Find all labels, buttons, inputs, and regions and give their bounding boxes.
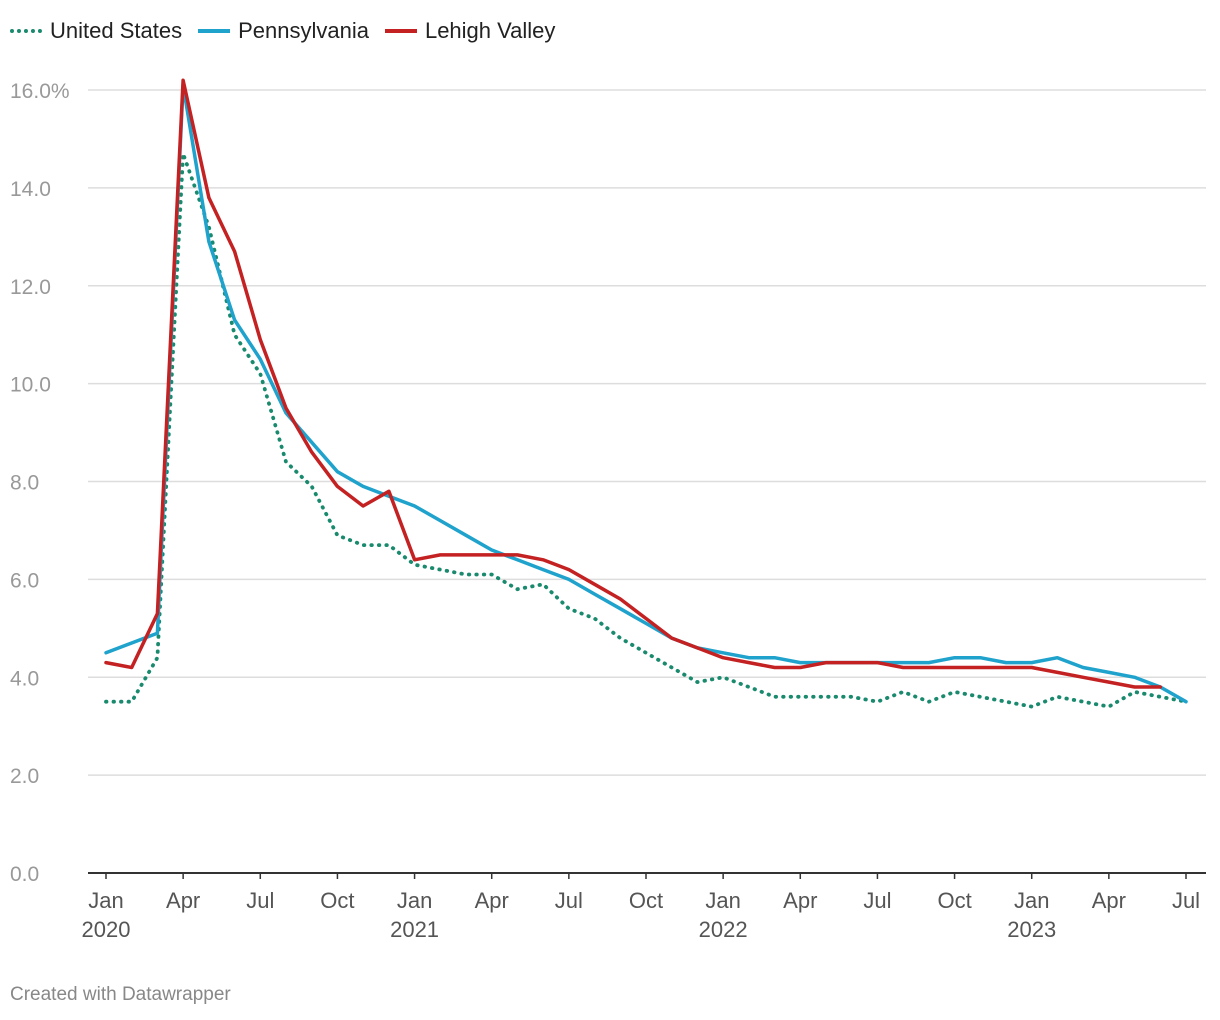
x-tick-year-label: 2022: [699, 917, 748, 942]
legend-item-united-states: United States: [10, 18, 182, 44]
x-tick-label: Apr: [166, 888, 200, 913]
legend-label-us: United States: [50, 18, 183, 43]
x-tick-label: Jul: [863, 888, 891, 913]
legend-label-lv: Lehigh Valley: [424, 18, 556, 43]
y-tick-label: 4.0: [10, 667, 39, 690]
y-tick-label: 10.0: [10, 374, 51, 397]
x-tick-label: Apr: [783, 888, 817, 913]
y-tick-label: 6.0: [10, 569, 39, 592]
legend-swatch-pa: [198, 29, 231, 33]
x-tick-label: Oct: [320, 888, 354, 913]
series-line-pa: [104, 83, 1188, 704]
x-tick-label: Jan: [397, 888, 432, 913]
footer-credit: Created with Datawrapper: [10, 984, 231, 1005]
x-tick-year-label: 2021: [390, 917, 439, 942]
y-tick-label: 16.0%: [10, 80, 70, 103]
x-tick-year-label: 2020: [82, 917, 131, 942]
x-tick-label: Jul: [246, 888, 274, 913]
x-tick-label: Oct: [629, 888, 663, 913]
series-line-us: [104, 151, 1188, 709]
legend-item-lehigh-valley: Lehigh Valley: [384, 18, 556, 44]
x-tick-label: Jan: [88, 888, 123, 913]
y-tick-label: 12.0: [10, 276, 51, 299]
x-tick-label: Jul: [555, 888, 583, 913]
y-tick-label: 2.0: [10, 765, 39, 788]
x-tick-label: Jan: [705, 888, 740, 913]
line-chart: 0.0 2.0 4.0 6.0 8.0 10.0 12.0 14.0 16.0% Jan 2020 A…: [10, 78, 1206, 942]
x-tick-label: Apr: [475, 888, 509, 913]
legend-swatch-us: [10, 29, 42, 33]
x-tick-label: Jul: [1172, 888, 1200, 913]
x-tick-label: Jan: [1014, 888, 1049, 913]
y-tick-label: 0.0: [10, 863, 39, 886]
y-tick-label: 14.0: [10, 178, 51, 201]
legend-item-pennsylvania: Pennsylvania: [198, 18, 369, 44]
x-tick-label: Apr: [1092, 888, 1126, 913]
x-tick-year-label: 2023: [1007, 917, 1056, 942]
y-tick-label: 8.0: [10, 472, 39, 495]
series-line-lv: [104, 78, 1163, 689]
legend-label-pa: Pennsylvania: [238, 18, 369, 43]
legend-swatch-lv: [384, 29, 417, 33]
x-tick-label: Oct: [937, 888, 971, 913]
chart-legend: United States Pennsylvania Lehigh Valley: [10, 18, 555, 44]
